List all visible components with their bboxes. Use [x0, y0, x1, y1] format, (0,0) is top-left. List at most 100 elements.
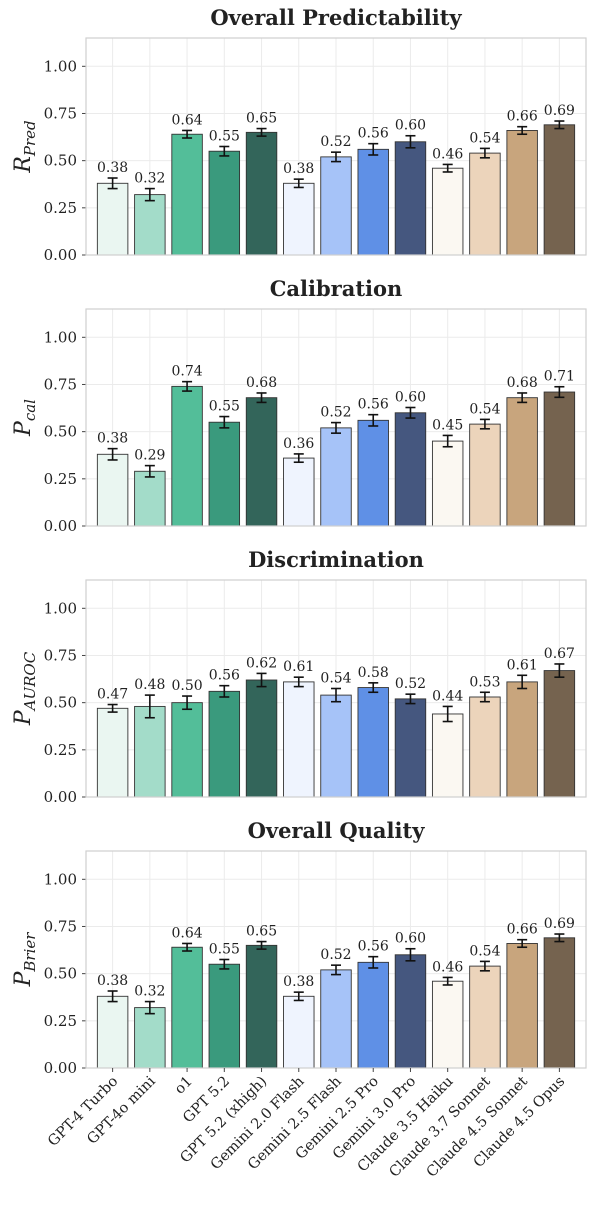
bar [543, 937, 576, 1069]
data-label: 0.56 [209, 668, 240, 684]
y-tick-label: 0.25 [44, 199, 77, 217]
bar [134, 1007, 166, 1069]
data-label: 0.32 [134, 171, 165, 187]
y-tick-label: 0.75 [44, 646, 77, 664]
panel-title: Overall Quality [248, 818, 426, 843]
bar [171, 702, 203, 798]
bar [208, 421, 241, 527]
data-label: 0.38 [97, 431, 128, 447]
bar [283, 182, 315, 256]
bar [357, 419, 389, 527]
bar [543, 391, 576, 527]
bar [506, 681, 538, 798]
bar [245, 944, 278, 1069]
data-label: 0.52 [320, 947, 351, 963]
data-label: 0.52 [395, 676, 426, 692]
data-label: 0.64 [171, 112, 202, 128]
y-tick-label: 0.75 [44, 917, 77, 935]
y-tick-label: 1.00 [44, 599, 77, 617]
data-label: 0.61 [507, 657, 538, 673]
bar [357, 687, 389, 798]
y-axis-label: Pcal [11, 399, 39, 437]
bar [394, 954, 427, 1069]
y-axis-label-main: P [11, 709, 36, 726]
plot-frame [85, 579, 587, 798]
data-label: 0.38 [97, 160, 128, 176]
bar [394, 141, 427, 256]
y-axis-label-main: P [11, 420, 36, 437]
data-label: 0.56 [358, 397, 389, 413]
data-label: 0.55 [209, 399, 240, 415]
data-label: 0.56 [358, 939, 389, 955]
bar [96, 182, 129, 256]
bar [208, 963, 241, 1069]
data-label: 0.61 [283, 659, 314, 675]
bar [283, 457, 315, 527]
bar [469, 965, 501, 1069]
bar [96, 707, 129, 798]
bar [320, 694, 352, 798]
data-label: 0.54 [469, 401, 500, 417]
data-label: 0.64 [171, 925, 202, 941]
data-label: 0.60 [395, 118, 426, 134]
bar [320, 969, 352, 1069]
y-axis-label: RPred [11, 120, 39, 173]
bar [431, 713, 464, 798]
data-label: 0.32 [134, 984, 165, 1000]
data-label: 0.50 [171, 678, 202, 694]
y-tick-label: 0.50 [44, 694, 77, 712]
data-label: 0.55 [209, 129, 240, 145]
data-label: 0.54 [469, 130, 500, 146]
y-axis-label: PBrier [11, 932, 39, 988]
bar [171, 946, 203, 1069]
y-tick-label: 1.00 [44, 57, 77, 75]
bar [543, 670, 576, 798]
y-tick-label: 0.50 [44, 965, 77, 983]
data-label: 0.68 [507, 375, 538, 391]
data-label: 0.48 [134, 677, 165, 693]
data-label: 0.67 [544, 646, 575, 662]
x-tick-label: o1 [172, 1074, 196, 1098]
data-label: 0.36 [283, 436, 314, 452]
y-tick-label: 0.00 [44, 1059, 77, 1077]
y-tick-label: 0.00 [44, 788, 77, 806]
bar [431, 167, 464, 256]
bar [357, 961, 389, 1069]
bar [506, 130, 538, 256]
plot-frame [85, 37, 587, 256]
data-label: 0.68 [246, 375, 277, 391]
bar [134, 470, 166, 527]
data-label: 0.45 [432, 417, 463, 433]
bar [543, 124, 576, 256]
data-label: 0.66 [507, 109, 538, 125]
bar [96, 995, 129, 1069]
panel-title: Overall Predictability [210, 5, 462, 30]
data-label: 0.47 [97, 687, 128, 703]
data-label: 0.52 [320, 134, 351, 150]
data-label: 0.38 [283, 161, 314, 177]
data-label: 0.74 [171, 364, 202, 380]
bar [208, 690, 241, 798]
y-axis-label-sub: cal [21, 399, 39, 421]
data-label: 0.65 [246, 924, 277, 940]
bar [357, 148, 389, 256]
data-label: 0.46 [432, 146, 463, 162]
bar [245, 679, 278, 798]
bar [283, 681, 315, 798]
y-axis-label-sub: Brier [21, 932, 39, 973]
y-tick-label: 0.50 [44, 423, 77, 441]
bar [320, 156, 352, 256]
data-label: 0.44 [432, 688, 463, 704]
bar [245, 397, 278, 527]
y-axis-label-sub: Pred [21, 120, 39, 157]
y-tick-label: 0.50 [44, 152, 77, 170]
y-tick-label: 1.00 [44, 870, 77, 888]
bar [394, 698, 427, 798]
y-tick-label: 0.75 [44, 104, 77, 122]
bar [469, 696, 501, 798]
data-label: 0.52 [320, 405, 351, 421]
y-tick-label: 0.25 [44, 1012, 77, 1030]
data-label: 0.56 [358, 126, 389, 142]
bar [171, 385, 203, 527]
